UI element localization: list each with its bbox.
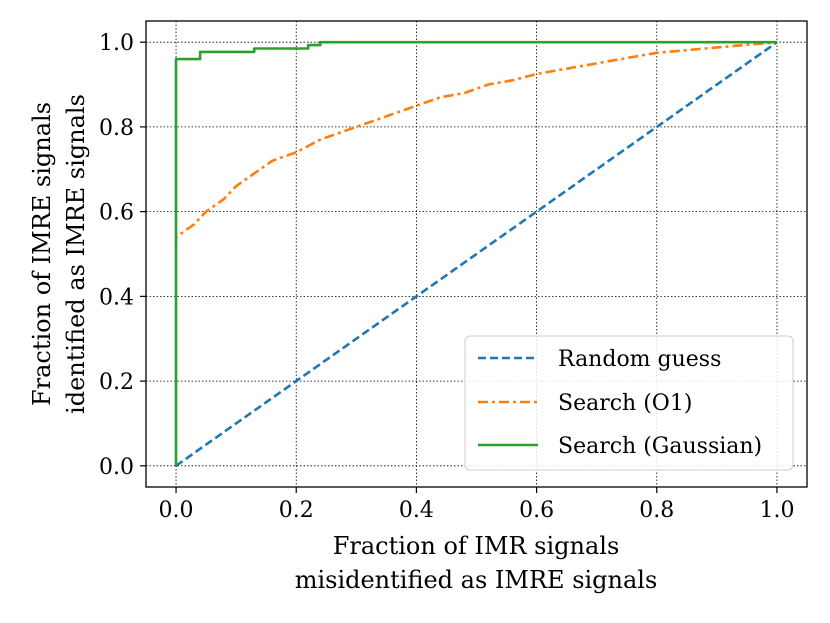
x-tick-label: 0.0 bbox=[159, 498, 194, 523]
legend-label-search-gaussian: Search (Gaussian) bbox=[558, 434, 762, 459]
series-line-search-o1 bbox=[174, 40, 778, 246]
legend-label-random-guess: Random guess bbox=[558, 347, 721, 372]
series-layer bbox=[174, 40, 778, 467]
series-line-random-guess bbox=[175, 41, 778, 467]
plot-frame bbox=[145, 20, 808, 488]
legend-label-search-o1: Search (O1) bbox=[558, 391, 692, 416]
y-tick-label: 0.2 bbox=[99, 370, 134, 395]
y-axis-label-line1: Fraction of IMRE signals bbox=[28, 102, 56, 406]
y-tick-label: 0.4 bbox=[99, 285, 134, 310]
x-tick-label: 0.2 bbox=[279, 498, 314, 523]
x-tick-label: 0.4 bbox=[399, 498, 434, 523]
y-tick-label: 0.0 bbox=[99, 455, 134, 480]
series-line-search-gaussian bbox=[174, 40, 777, 466]
x-tick-label: 1.0 bbox=[759, 498, 794, 523]
y-axis-label-line2: identified as IMRE signals bbox=[62, 94, 90, 414]
axis-ticks: 0.0 0.2 0.4 0.6 0.8 1.0 0.0 0.2 0.4 0.6 0.8 1.0 bbox=[99, 31, 794, 523]
y-tick-label: 0.6 bbox=[99, 201, 134, 226]
x-axis-label-line1: Fraction of IMR signals bbox=[333, 532, 620, 560]
y-tick-label: 0.8 bbox=[99, 116, 134, 141]
legend: Random guess Search (O1) Search (Gaussia… bbox=[464, 335, 794, 471]
x-tick-label: 0.8 bbox=[639, 498, 674, 523]
x-axis-label-line2: misidentified as IMRE signals bbox=[295, 566, 658, 594]
legend-box bbox=[464, 335, 794, 471]
x-tick-label: 0.6 bbox=[519, 498, 554, 523]
y-tick-label: 1.0 bbox=[99, 31, 134, 56]
